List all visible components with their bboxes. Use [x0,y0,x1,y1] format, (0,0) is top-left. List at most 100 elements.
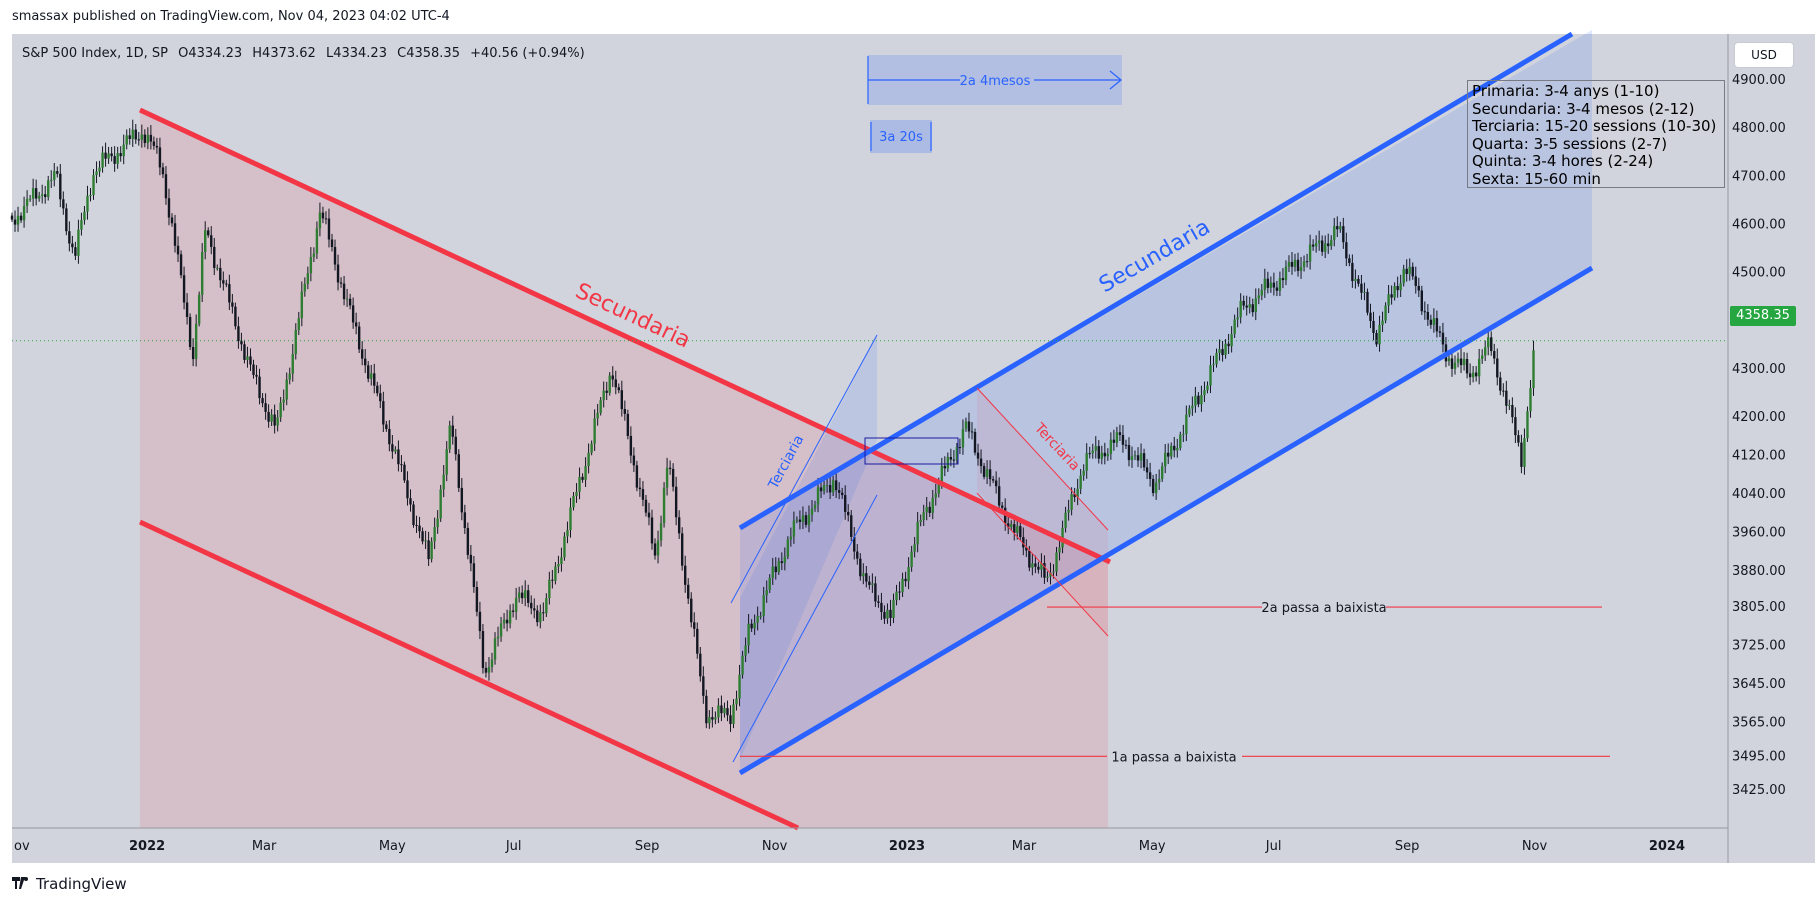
candle-body [321,212,325,219]
candle-body [569,507,572,531]
candle-body [1360,283,1363,293]
candle-body [1314,242,1318,247]
candle-body [207,230,210,236]
candle-body [605,390,608,393]
candle-body [1456,358,1460,363]
candle-body [216,267,219,269]
candle-body [1396,286,1399,291]
candle-body [1405,268,1408,275]
candle-body [445,449,448,475]
candle-body [1278,278,1282,291]
y-tick-label: 3880.00 [1732,564,1786,579]
candle-body [780,561,784,564]
candle-body [1176,448,1179,451]
candle-body [520,592,524,599]
candle-body [1411,266,1414,277]
candle-body [1477,358,1481,377]
candle-body [1013,524,1016,533]
candle-body [1499,377,1502,391]
candle-body [1194,395,1197,406]
candle-body [1097,446,1100,459]
candle-body [856,551,859,559]
candle-body [243,344,246,360]
candle-body [587,452,590,467]
candle-body [89,195,92,197]
candle-body [457,454,460,488]
candle-body [862,573,865,577]
candle-body [840,492,844,496]
candle-body [1517,435,1520,443]
candle-body [1514,417,1517,436]
candle-body [50,179,53,181]
candle-body [10,215,14,220]
y-tick-label: 4800.00 [1732,121,1786,136]
candle-body [985,469,989,477]
candle-body [958,447,962,449]
candle-body [1088,453,1091,455]
candle-body [1191,405,1194,409]
ohlc-change: +40.56 (+0.94%) [470,46,585,61]
candle-body [979,458,983,467]
candle-body [397,449,400,465]
candle-body [1366,291,1369,313]
candle-body [750,623,753,629]
candle-body [572,495,575,508]
wave-legend-box[interactable]: Primaria: 3-4 anys (1-10) Secundaria: 3-… [1467,80,1725,188]
x-tick-label: 2024 [1649,839,1685,854]
candle-body [611,375,614,380]
candle-body [1236,317,1239,320]
candle-body [1275,287,1279,291]
candle-body [309,257,313,274]
candle-body [270,414,273,422]
candle-body [1511,405,1514,418]
currency-button[interactable]: USD [1734,42,1794,68]
candle-body [1408,266,1411,275]
price-axis[interactable] [1728,34,1815,863]
y-tick-label: 4500.00 [1732,266,1786,281]
candle-body [1028,550,1031,568]
candle-body [665,467,669,488]
candle-body [463,512,467,528]
candle-body [982,466,986,477]
candle-body [1336,226,1339,230]
x-tick-label: 2023 [889,839,925,854]
candle-body [1139,453,1143,461]
candle-body [599,400,602,413]
candle-body [1052,571,1055,573]
candle-body [680,533,684,566]
candle-body [478,611,482,632]
candle-body [1221,349,1224,356]
footer-brand[interactable]: TradingView [12,875,127,893]
candle-body [656,540,660,556]
candle-body [258,376,261,399]
candle-body [937,482,940,494]
candle-body [617,387,620,391]
candle-body [1438,331,1442,333]
candle-body [1197,395,1200,405]
candle-body [1272,282,1276,288]
candle-body [1212,364,1215,366]
candle-body [699,653,702,677]
candle-body [1164,452,1167,467]
candle-body [608,375,611,393]
candle-body [1435,318,1439,332]
legend-line: Quinta: 3-4 hores (2-24) [1472,152,1654,170]
candle-body [385,424,388,429]
candle-body [1185,414,1188,434]
candle-body [300,291,304,319]
candle-body [86,195,89,212]
candle-body [303,283,307,292]
candle-body [53,171,56,180]
candle-body [282,399,285,403]
candle-body [623,409,627,414]
candle-body [1151,478,1155,494]
candle-body [451,425,454,437]
candle-body [1076,488,1079,498]
candle-body [122,144,125,157]
candle-body [877,601,880,603]
time-axis[interactable] [12,828,1728,863]
candle-body [1508,405,1511,407]
candle-body [819,487,823,492]
y-tick-label: 4900.00 [1732,73,1786,88]
